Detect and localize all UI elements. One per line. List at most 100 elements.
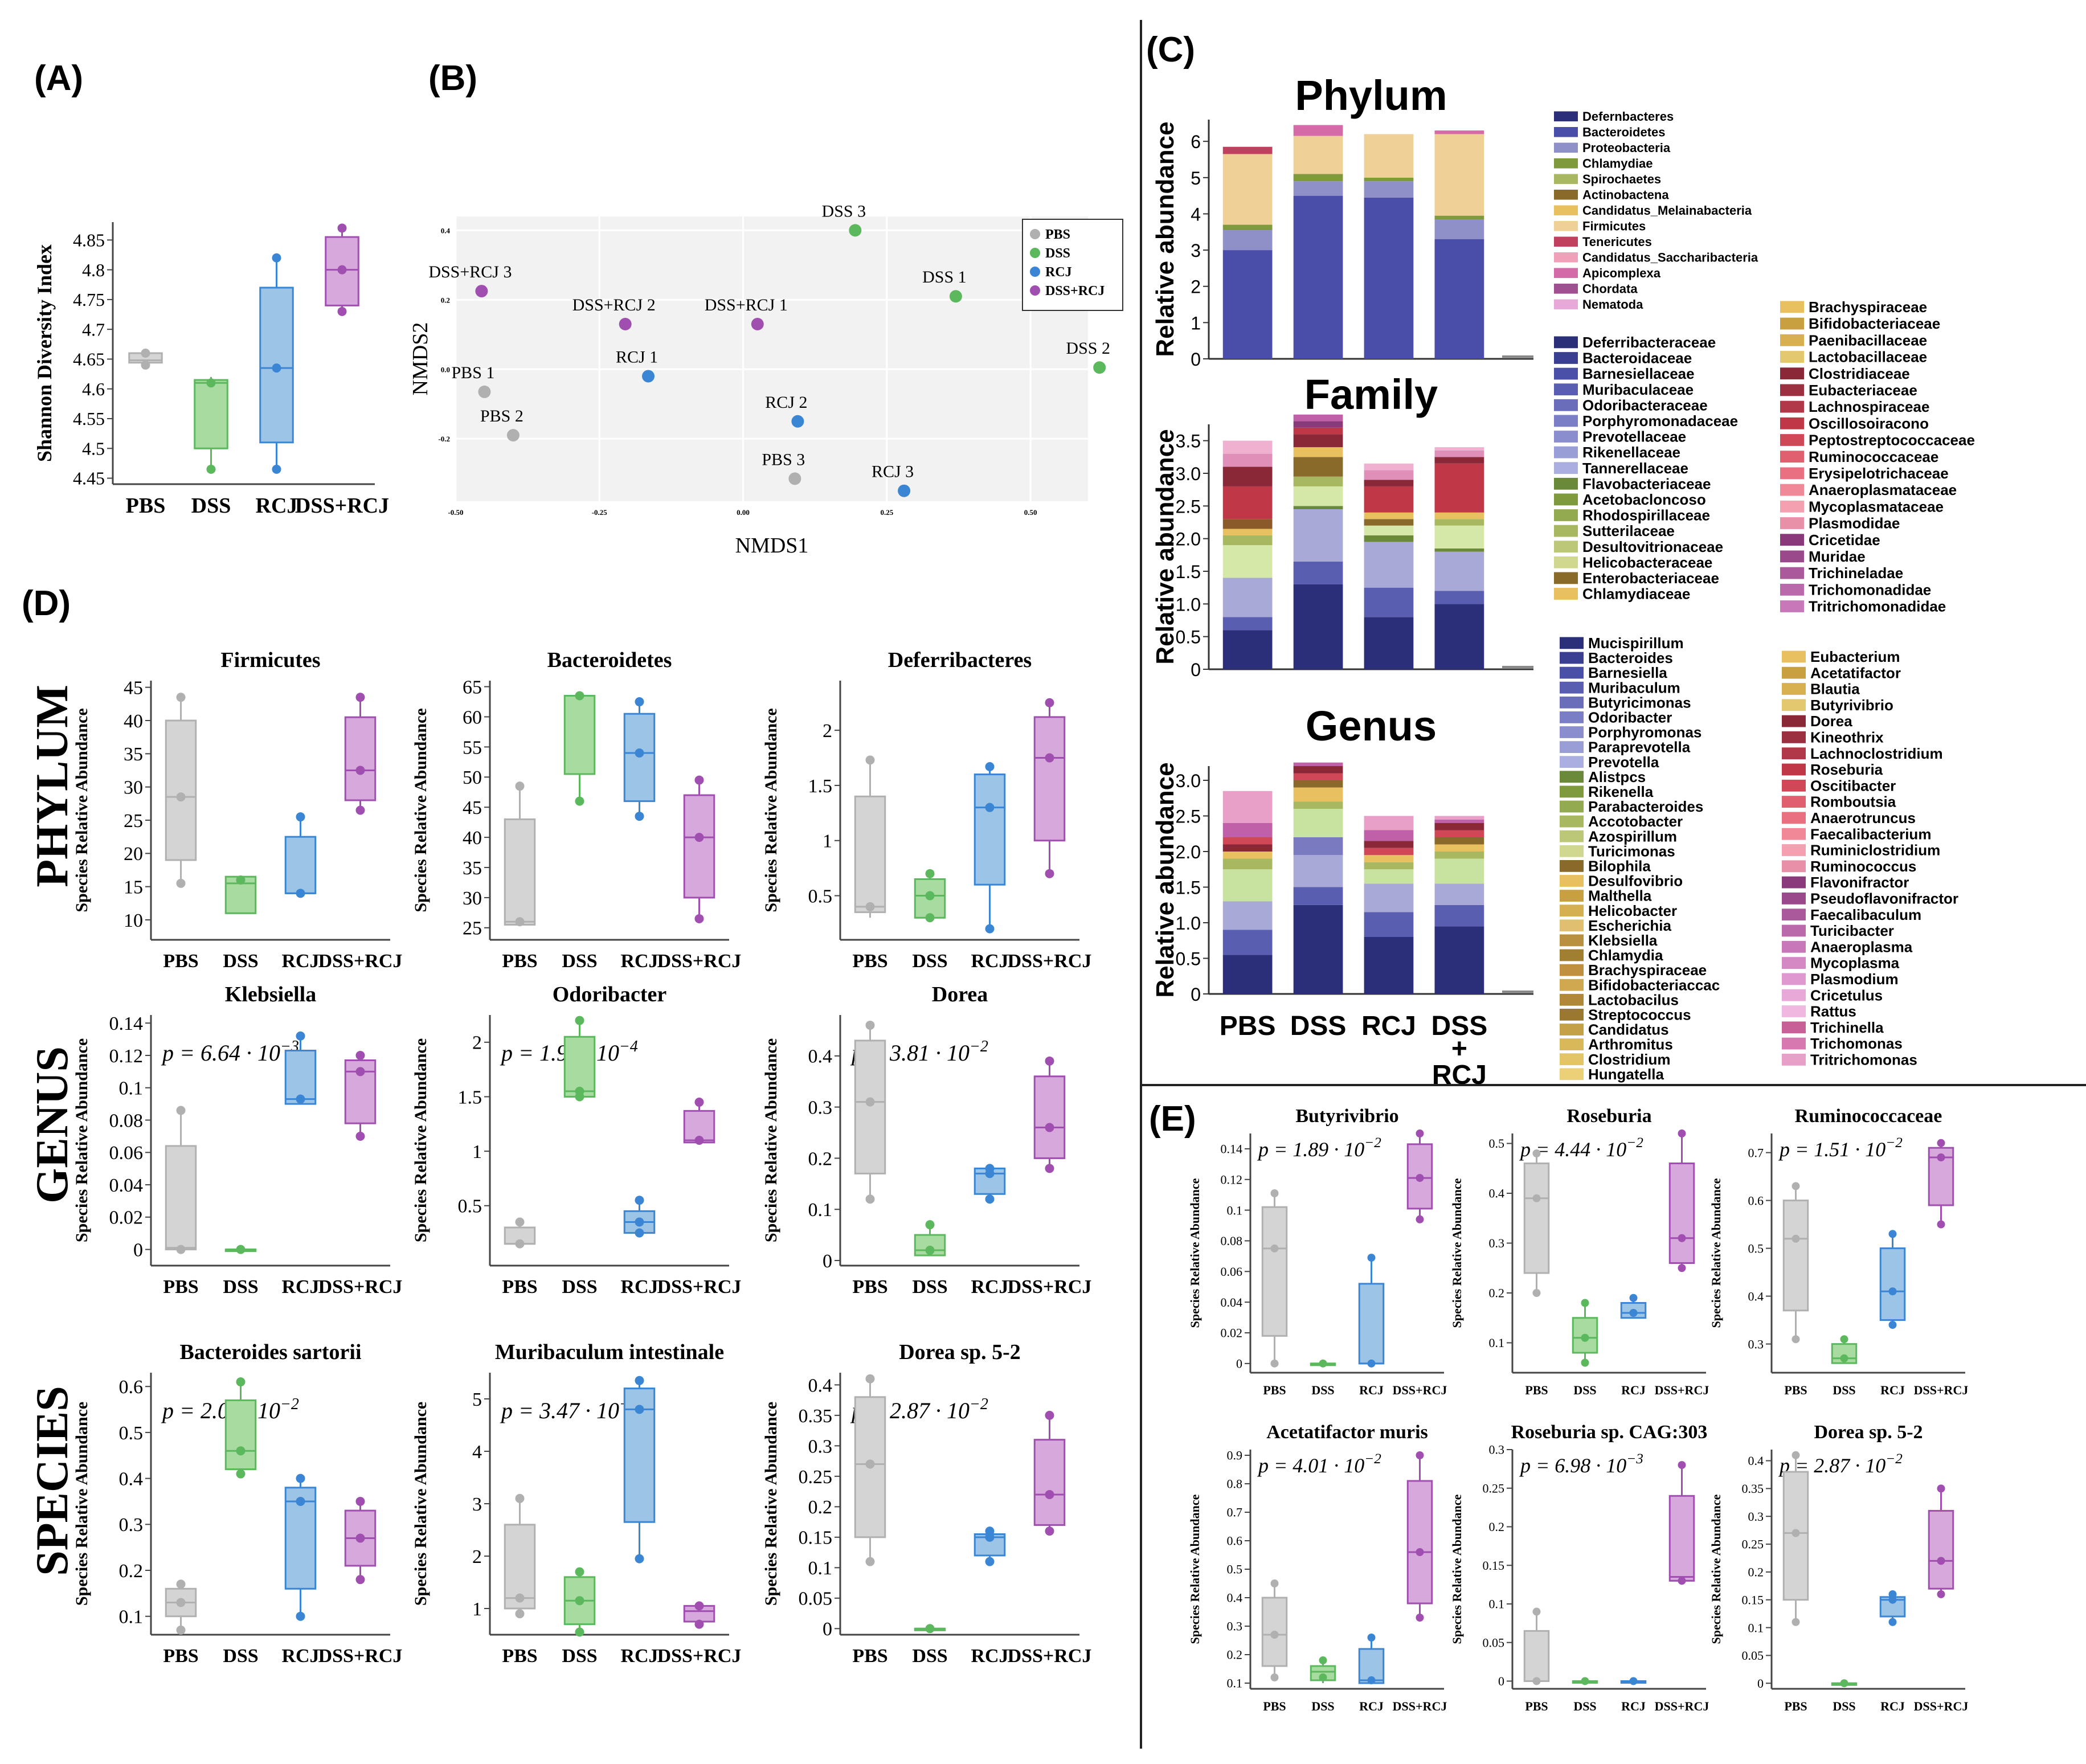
bar-segment [1434,239,1484,359]
box-pbs [1261,1579,1288,1681]
y-tick-label: 0.3 [1489,1236,1505,1250]
chart-b-nmds: -0.50 -0.25 0.00 0.25 0.50 0.4 0.2 0.0 -0.2 NMDS1… [408,202,1123,558]
legend-swatch [1560,1068,1584,1080]
legend-swatch [1782,957,1806,969]
y-tick-label: 0.1 [1227,1203,1243,1217]
legend-swatch [1554,399,1578,411]
bar-segment [1364,463,1414,470]
legend-swatch [1554,525,1578,537]
legend-swatch [1782,779,1806,792]
legend-swatch [1554,352,1578,364]
box-iqr [1261,1206,1288,1337]
point-label: PBS 3 [762,450,805,469]
data-point [1937,1220,1945,1229]
legend-label: Paenibacillaceae [1809,331,1927,349]
y-tick-label: 30 [463,888,482,909]
box-iqr [504,818,536,926]
legend-label: Plasmodium [1810,971,1899,988]
legend-label: Klebsiella [1588,932,1658,949]
legend-label: Oscillosoiracono [1809,415,1929,432]
bar-segment [1434,844,1484,852]
box-dss-rcj [683,1098,715,1145]
legend-family-col2: BrachyspiraceaeBifidobacteriaceaePaeniba… [1780,298,1975,615]
nmds-point [642,370,655,383]
data-point [694,914,704,923]
y-tick-label: 3.5 [1176,431,1201,452]
y-tick-label: 0.15 [799,1528,833,1549]
point-label: DSS+RCJ 1 [705,296,788,314]
data-point [515,1239,525,1249]
x-tick-label: DSS [562,951,597,972]
y-tick-label: 1 [823,831,832,852]
p-value-label: p = 1.89 · 10−2 [1257,1135,1381,1161]
bar-segment [1434,548,1484,552]
y-tick-label: 4.55 [73,408,105,429]
data-point [236,1446,246,1456]
legend-swatch [1780,317,1804,330]
legend-label: Ruminococcus [1810,858,1916,875]
legend-label: PBS [1045,227,1070,242]
legend-swatch [1782,1021,1806,1034]
box-pbs [1523,1607,1550,1685]
data-point [141,349,150,358]
data-point [635,748,644,758]
p-value-label: p = 3.47 · 10−2 [500,1395,638,1423]
data-point [1581,1677,1589,1685]
box-dss-rcj [1406,1129,1433,1223]
legend-label: Actinobactena [1582,188,1669,202]
chart-title: Bacteroidetes [547,648,672,672]
box-dss-rcj [1668,1129,1695,1272]
x-tick-label: DSS+RCJ [295,494,389,518]
bar-segment [1364,519,1414,526]
data-point [925,869,935,878]
stacked-bar-c-phylum: Phylum 0 1 2 3 4 5 6 Relative abundance [1151,72,1533,370]
y-axis-label: Species Relative Abundance [411,1402,430,1606]
x-tick-label: PBS [852,1276,887,1298]
y-tick-label: 2.5 [1176,807,1201,827]
y-tick-label: 0.4 [441,226,451,235]
box-dss [1310,1359,1336,1368]
x-tick-label: DSS+RCJ [1008,1276,1092,1298]
y-tick-label: 0.3 [119,1515,144,1536]
x-tick-label: DSS [562,1646,597,1667]
legend-swatch [1782,731,1806,743]
chart-title: Dorea [932,983,988,1006]
y-tick-label: 4.85 [73,230,105,251]
data-point [865,1194,875,1204]
x-tick-label: DSS+RCJ [1914,1383,1969,1397]
legend-label: Kineothrix [1810,729,1884,746]
data-point [635,1405,644,1414]
legend-label: Chordata [1582,282,1638,296]
bar-segment [1364,587,1414,617]
data-point [1045,698,1054,707]
box-rcj [1620,1677,1647,1685]
legend-swatch [1554,221,1578,231]
data-point [865,1097,875,1107]
data-point [1319,1359,1327,1368]
legend-label: Lactobacilus [1588,991,1679,1008]
bar-segment [1434,816,1484,820]
data-point [1045,1526,1054,1536]
box-pbs [165,1579,197,1635]
y-tick-label: 1 [472,1599,482,1620]
data-point [985,924,995,934]
legend-swatch [1780,600,1804,612]
bar-segment [1293,427,1343,435]
y-tick-label: -0.2 [438,435,450,443]
bar-segment [1364,197,1414,359]
y-tick-label: 0.1 [119,1078,144,1099]
legend-swatch [1560,904,1584,917]
legend-label: Barnesiella [1588,664,1667,681]
legend-label: Rattus [1810,1003,1856,1020]
legend-label: Barnesiellaceae [1582,365,1695,382]
bar-segment [1434,823,1484,830]
legend-label: Pseudoflavonifractor [1810,890,1958,907]
box-iqr [224,1399,257,1470]
legend-swatch [1780,451,1804,463]
data-point [635,1228,644,1238]
chart-title: Dorea sp. 5-2 [1814,1422,1923,1443]
data-point [236,1245,246,1254]
data-point [296,1094,305,1104]
legend-swatch [1782,699,1806,711]
